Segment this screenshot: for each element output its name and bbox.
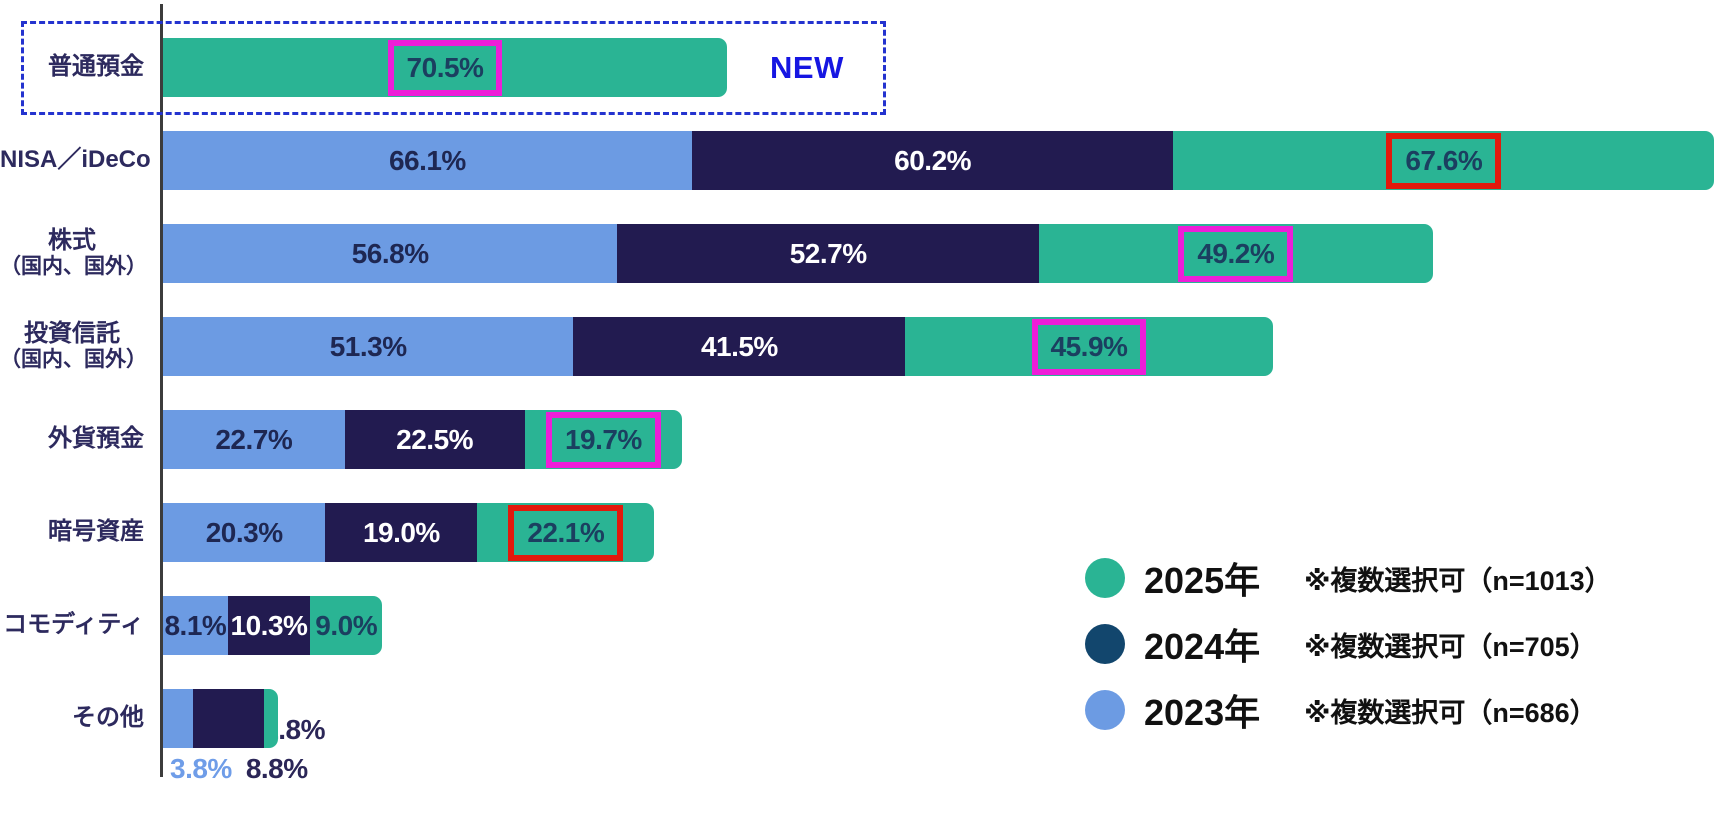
bar-segment-2023年: 56.8%	[163, 224, 618, 283]
y-axis-line	[160, 4, 163, 777]
value-label: 66.1%	[388, 144, 466, 176]
bar-row	[163, 689, 279, 748]
bar-segment-2025年	[263, 689, 279, 748]
bar-segment-2023年: 20.3%	[163, 503, 326, 562]
value-label: 8.1%	[164, 609, 227, 641]
bar-segment-2024年: 10.3%	[227, 596, 311, 655]
bar-segment-2025年: 19.7%	[524, 410, 683, 469]
value-label: 22.5%	[396, 423, 474, 455]
value-label: 20.3%	[205, 516, 283, 548]
category-label: 株式 （国内、国外）	[0, 226, 147, 279]
new-badge-text: NEW	[770, 49, 844, 85]
category-label: コモディティ	[3, 611, 144, 639]
bar-row: 8.1% 10.3% 9.0%	[163, 596, 383, 655]
legend: 2025年 ※複数選択可（n=1013） 2024年 ※複数選択可（n=705）…	[1085, 557, 1612, 755]
legend-item-2024: 2024年 ※複数選択可（n=705）	[1085, 623, 1612, 667]
legend-note: ※複数選択可（n=686）	[1304, 697, 1597, 728]
value-label-highlight-box-magenta: 70.5%	[387, 39, 503, 96]
bar-segment-2023年: 51.3%	[163, 317, 574, 376]
bar-segment-2024年: 60.2%	[691, 131, 1174, 190]
legend-note: ※複数選択可（n=705）	[1304, 631, 1597, 662]
bar-row: 51.3% 41.5% 45.9%	[163, 317, 1273, 376]
category-label: 暗号資産	[48, 518, 144, 546]
bar-row: 20.3% 19.0% 22.1%	[163, 503, 655, 562]
bar-segment-2024年	[193, 689, 264, 748]
value-label-below: 8.8%	[245, 753, 308, 784]
category-label: 外貨預金	[48, 425, 144, 453]
value-label: 41.5%	[700, 330, 778, 362]
legend-item-2023: 2023年 ※複数選択可（n=686）	[1085, 689, 1612, 733]
bar-row: 70.5%	[163, 38, 727, 97]
legend-swatch-2023-icon	[1085, 690, 1125, 730]
bar-segment-2024年: 19.0%	[325, 503, 478, 562]
legend-note: ※複数選択可（n=1013）	[1304, 565, 1612, 596]
bar-segment-2024年: 41.5%	[573, 317, 906, 376]
bar-row: 56.8% 52.7% 49.2%	[163, 224, 1433, 283]
value-label: 22.7%	[215, 423, 293, 455]
legend-year-label: 2024年	[1144, 626, 1261, 667]
value-label: 51.3%	[329, 330, 407, 362]
legend-item-2025: 2025年 ※複数選択可（n=1013）	[1085, 557, 1612, 601]
value-label: 56.8%	[351, 237, 429, 269]
legend-swatch-2025-icon	[1085, 558, 1125, 598]
bar-segment-2023年: 8.1%	[163, 596, 228, 655]
value-label-highlight-box-magenta: 49.2%	[1178, 225, 1294, 282]
bar-segment-2025年: 22.1%	[477, 503, 655, 562]
below-bar-value-labels: 3.8% 8.8%	[170, 753, 308, 785]
bar-segment-2025年: 45.9%	[905, 317, 1273, 376]
bar-segment-2023年	[163, 689, 194, 748]
bar-row: 22.7% 22.5% 19.7%	[163, 410, 683, 469]
bar-segment-2024年: 52.7%	[617, 224, 1039, 283]
value-label-highlight-box-magenta: 45.9%	[1031, 318, 1147, 375]
bar-segment-2025年: 49.2%	[1038, 224, 1433, 283]
legend-year-label: 2023年	[1144, 692, 1261, 733]
new-item-dashed-frame	[21, 21, 886, 115]
value-label-below: 3.8%	[170, 753, 232, 784]
value-label: 10.3%	[230, 609, 308, 641]
value-label: 52.7%	[789, 237, 867, 269]
bar-segment-2023年: 66.1%	[163, 131, 692, 190]
value-label: 60.2%	[894, 144, 972, 176]
value-label-highlight-box-red: 22.1%	[508, 504, 624, 561]
value-label: 19.0%	[362, 516, 440, 548]
category-label: 普通預金	[48, 53, 144, 81]
bar-segment-2023年: 22.7%	[163, 410, 345, 469]
bar-segment-2024年: 22.5%	[344, 410, 525, 469]
value-label-highlight-box-magenta: 19.7%	[545, 411, 661, 468]
legend-year-label: 2025年	[1144, 560, 1261, 601]
category-label: NISA／iDeCo	[0, 146, 151, 174]
bar-segment-2025年: 9.0%	[310, 596, 383, 655]
value-label: 9.0%	[315, 609, 378, 641]
value-label-highlight-box-red: 67.6%	[1386, 132, 1502, 189]
bar-segment-2025年: 67.6%	[1173, 131, 1715, 190]
bar-row: 66.1% 60.2% 67.6%	[163, 131, 1715, 190]
bar-segment-2025年: 70.5%	[163, 38, 727, 97]
category-label: その他	[72, 704, 144, 732]
category-label: 投資信託 （国内、国外）	[0, 319, 147, 372]
legend-swatch-2024-icon	[1085, 624, 1125, 664]
